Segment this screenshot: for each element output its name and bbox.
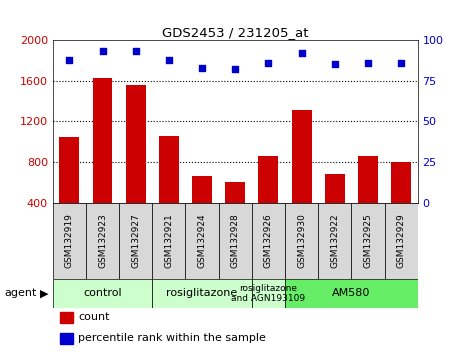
Text: count: count (78, 312, 110, 322)
Text: AM580: AM580 (332, 289, 370, 298)
Bar (59, 137, 79, 203)
Bar (358, 156, 378, 203)
Point (165, 57, 173, 62)
Bar (185, 203, 218, 279)
Point (331, 62, 338, 67)
Point (99, 48, 106, 54)
Bar (152, 203, 185, 279)
Bar (391, 162, 411, 203)
Text: GSM132921: GSM132921 (164, 213, 174, 268)
Text: GSM132923: GSM132923 (98, 213, 107, 268)
Bar (218, 203, 252, 279)
Text: GSM132929: GSM132929 (397, 213, 406, 268)
Bar (252, 279, 285, 308)
Bar (93, 78, 112, 203)
Bar (152, 279, 252, 308)
Bar (60, 333, 73, 344)
Title: GDS2453 / 231205_at: GDS2453 / 231205_at (162, 26, 308, 39)
Text: agent: agent (5, 289, 37, 298)
Bar (318, 203, 351, 279)
Bar (351, 203, 385, 279)
Bar (192, 176, 212, 203)
Bar (285, 279, 418, 308)
Bar (258, 156, 278, 203)
Point (232, 67, 239, 72)
Point (265, 60, 272, 65)
Bar (285, 203, 318, 279)
Text: GSM132925: GSM132925 (364, 213, 372, 268)
Bar (159, 136, 179, 203)
Text: GSM132919: GSM132919 (65, 213, 74, 268)
Text: GSM132927: GSM132927 (131, 213, 140, 268)
Text: GSM132928: GSM132928 (231, 213, 240, 268)
Bar (225, 183, 245, 203)
Bar (252, 203, 285, 279)
Text: percentile rank within the sample: percentile rank within the sample (78, 333, 266, 343)
Point (132, 48, 140, 54)
Point (198, 65, 206, 70)
Text: control: control (83, 289, 122, 298)
Point (66, 57, 73, 62)
Bar (325, 175, 345, 203)
Bar (119, 203, 152, 279)
Text: GSM132924: GSM132924 (197, 213, 207, 268)
Point (298, 50, 305, 56)
Bar (126, 85, 146, 203)
Text: ▶: ▶ (40, 289, 49, 298)
Text: rosiglitazone: rosiglitazone (167, 289, 238, 298)
Bar (60, 312, 73, 323)
Point (364, 60, 372, 65)
Text: rosiglitazone
and AGN193109: rosiglitazone and AGN193109 (231, 284, 306, 303)
Bar (291, 110, 312, 203)
Text: GSM132922: GSM132922 (330, 213, 339, 268)
Point (397, 60, 405, 65)
Text: GSM132930: GSM132930 (297, 213, 306, 268)
Bar (385, 203, 418, 279)
Text: GSM132926: GSM132926 (264, 213, 273, 268)
Bar (86, 203, 119, 279)
Bar (53, 279, 152, 308)
Bar (53, 203, 86, 279)
